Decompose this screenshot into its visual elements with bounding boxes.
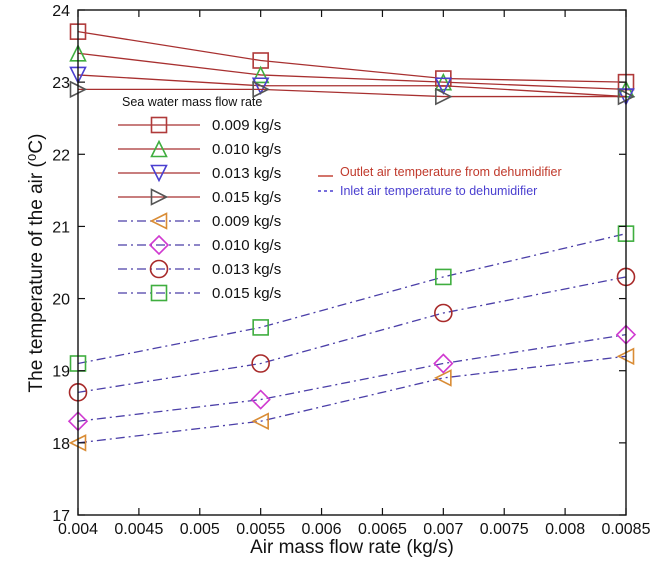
data-point-inlet-4-1 (251, 412, 269, 431)
series-line-outlet-2 (77, 74, 627, 98)
x-tick-label: 0.006 (302, 521, 342, 538)
legend-title: Sea water mass flow rate (122, 95, 262, 109)
x-tick-label: 0.0055 (236, 521, 285, 538)
x-tick-label: 0.0075 (480, 521, 529, 538)
legend-marker (150, 188, 169, 206)
annotation-text: Outlet air temperature from dehumidifier (340, 165, 562, 179)
plot-frame (77, 9, 627, 516)
legend-entry: 0.009 kg/s (118, 212, 281, 230)
legend-marker (150, 164, 168, 183)
data-point-outlet-3-1 (252, 80, 270, 99)
legend-marker (150, 284, 168, 302)
y-tick-label: 22 (52, 147, 70, 164)
legend-marker (148, 234, 170, 256)
y-axis-title: The temperature of the air (⁰C) (26, 134, 47, 393)
legend-entry: 0.010 kg/s (118, 139, 281, 158)
annotation-entry: Outlet air temperature from dehumidifier (318, 165, 562, 179)
legend-entry: 0.015 kg/s (118, 188, 281, 206)
legend-label: 0.013 kg/s (212, 261, 281, 278)
series-line-outlet-1 (77, 52, 627, 91)
annotation-entry: Inlet air temperature to dehumidifier (318, 184, 537, 198)
data-point-outlet-2-2 (434, 77, 453, 96)
data-point-inlet-6-2 (434, 303, 453, 323)
data-point-outlet-3-2 (435, 87, 453, 106)
legend-entry: 0.013 kg/s (118, 164, 281, 183)
x-tick-label: 0.008 (545, 521, 585, 538)
x-tick-label: 0.0065 (358, 521, 407, 538)
series-inlet-6 (68, 267, 636, 402)
data-point-outlet-1-1 (251, 65, 270, 84)
y-tick-label: 24 (52, 3, 70, 20)
data-point-inlet-5-1 (250, 389, 271, 410)
series-line-inlet-7 (77, 233, 627, 365)
series-layer (67, 23, 637, 452)
x-axis-title: Air mass flow rate (kg/s) (250, 537, 454, 558)
legend-label: 0.015 kg/s (212, 285, 281, 302)
series-line-outlet-0 (77, 31, 627, 83)
data-point-outlet-1-2 (434, 72, 453, 91)
x-tick-label: 0.0045 (114, 521, 163, 538)
y-tick-label: 21 (52, 219, 70, 236)
y-tick-label: 18 (52, 436, 70, 453)
series-line-inlet-5 (77, 334, 627, 422)
legend-marker (149, 259, 169, 279)
series-line-outlet-3 (78, 88, 626, 98)
series-inlet-7 (69, 225, 635, 372)
x-tick-label: 0.007 (423, 521, 463, 538)
axis-ticks: 0.004 0.0045 0.005 0.0055 0.006 0.0065 0.007 0.… (52, 3, 650, 538)
legend-marker (150, 116, 168, 134)
legend-label: 0.010 kg/s (212, 141, 281, 158)
x-tick-label: 0.005 (180, 521, 220, 538)
y-tick-label: 23 (52, 75, 70, 92)
x-tick-label: 0.0085 (602, 521, 651, 538)
legend-entry: 0.015 kg/s (118, 284, 281, 302)
series-inlet-5 (67, 324, 637, 432)
annotation-text: Inlet air temperature to dehumidifier (340, 184, 537, 198)
y-tick-label: 20 (52, 292, 70, 309)
legend-label: 0.009 kg/s (212, 213, 281, 230)
legend-label: 0.013 kg/s (212, 165, 281, 182)
series-inlet-4 (68, 347, 635, 452)
legend-label: 0.015 kg/s (212, 189, 281, 206)
legend-marker (150, 139, 168, 158)
legend-entry: 0.013 kg/s (118, 259, 281, 279)
annotation-block: Outlet air temperature from dehumidifier… (318, 165, 562, 198)
data-point-outlet-2-1 (251, 77, 270, 96)
data-point-inlet-7-2 (435, 268, 452, 286)
legend-marker (149, 212, 168, 230)
series-line-inlet-4 (77, 355, 627, 444)
legend: Sea water mass flow rate 0.009 kg/s 0.010… (118, 95, 281, 302)
legend-label: 0.009 kg/s (212, 117, 281, 134)
data-point-inlet-4-2 (434, 369, 452, 387)
x-tick-label: 0.004 (58, 521, 98, 538)
data-point-inlet-6-1 (251, 354, 270, 373)
series-line-inlet-6 (77, 276, 627, 393)
data-point-inlet-7-1 (252, 319, 269, 336)
legend-label: 0.010 kg/s (212, 237, 281, 254)
y-tick-label: 17 (52, 508, 70, 525)
legend-entry: 0.010 kg/s (118, 234, 281, 256)
legend-entry: 0.009 kg/s (118, 116, 281, 134)
data-point-inlet-5-2 (433, 353, 454, 374)
y-tick-label: 19 (52, 364, 70, 381)
